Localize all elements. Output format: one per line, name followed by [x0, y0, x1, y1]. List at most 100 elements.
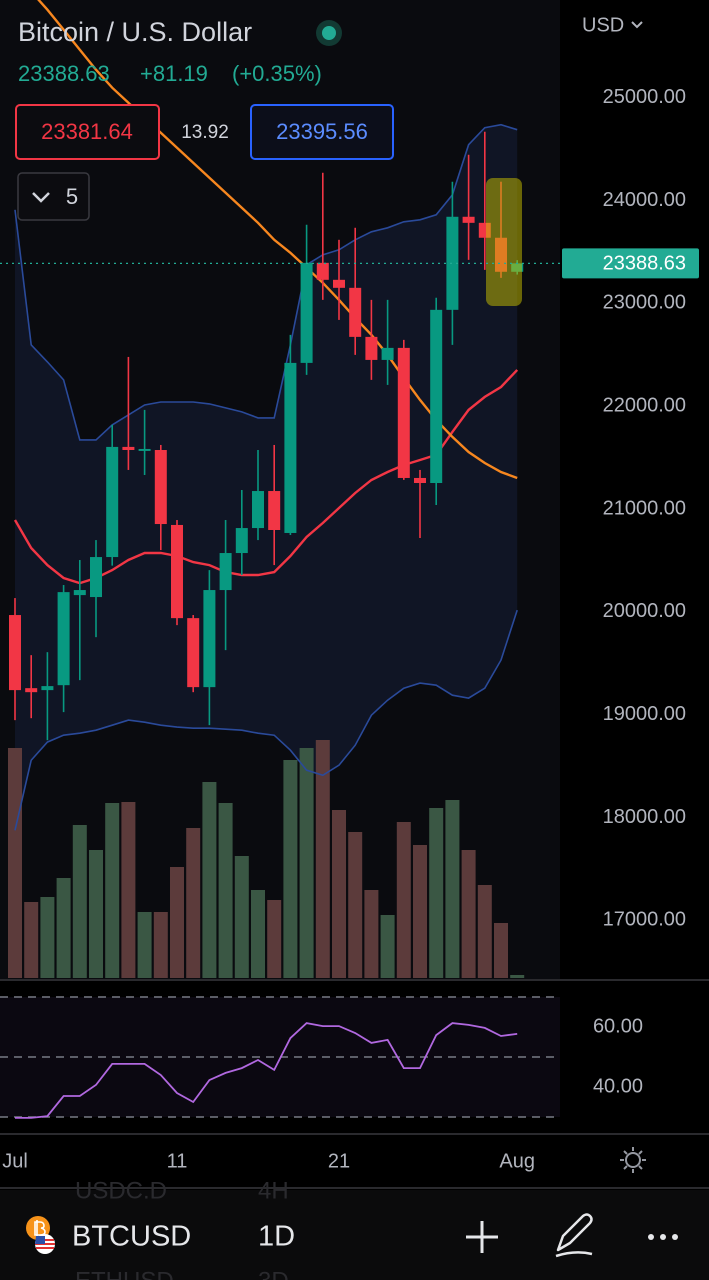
candle-body	[171, 524, 183, 619]
candle-body	[187, 618, 200, 688]
volume-bar	[348, 832, 363, 978]
band-fill	[15, 124, 518, 831]
candle-body	[446, 216, 459, 310]
volume-bar	[461, 850, 476, 978]
candle-body	[235, 528, 248, 554]
bid-price: 23381.64	[41, 119, 133, 144]
candle-body	[90, 557, 102, 598]
volume-bar	[267, 900, 282, 978]
y-tick-label: 17000.00	[603, 909, 686, 931]
candle-body	[333, 279, 345, 288]
band-line	[14, 609, 518, 831]
y-tick-label: 25000.00	[603, 86, 686, 108]
volume-bar	[413, 845, 427, 978]
volume-bar	[299, 748, 314, 978]
rsi-line	[15, 1022, 518, 1119]
candle-body	[203, 590, 216, 688]
volume-bar	[510, 975, 525, 978]
spread: 13.92	[181, 122, 229, 143]
candle-body	[381, 347, 394, 360]
x-tick-label: Aug	[499, 1150, 535, 1172]
highlight-annotation	[486, 178, 522, 306]
y-tick-label: 19000.00	[603, 703, 686, 725]
watchlist-interval: 3D	[258, 1267, 289, 1280]
status-dot	[322, 26, 336, 40]
candle-body	[41, 686, 54, 691]
volume-bar	[170, 867, 184, 978]
volume-bar	[72, 825, 87, 978]
legend-header: Bitcoin / U.S. Dollar 23388.63 +81.19 (+…	[15, 14, 643, 221]
volume-bar	[315, 740, 330, 978]
watchlist-interval: 4H	[258, 1177, 289, 1204]
y-tick-label: 21000.00	[603, 497, 686, 519]
volume-bar	[494, 923, 508, 978]
x-tick-label: 21	[328, 1150, 350, 1172]
volume-bar	[396, 822, 411, 978]
y-tick-label: 18000.00	[603, 806, 686, 828]
symbol-button[interactable]: BTCUSD	[72, 1221, 191, 1253]
x-tick-label: Jul	[2, 1150, 28, 1172]
candle-body	[300, 262, 313, 363]
candle-body	[430, 309, 443, 484]
toolbar-background	[0, 1190, 709, 1280]
volume-bar	[153, 912, 168, 978]
more-button[interactable]	[648, 1234, 678, 1240]
settings-icon[interactable]	[620, 1147, 646, 1173]
candle-body	[122, 446, 135, 450]
currency-selector[interactable]: USD	[582, 14, 624, 36]
axes: 23388.63 25000.00 24000.00 23000.00 22000.00…	[2, 86, 699, 1172]
volume-bar	[40, 897, 55, 978]
candle-body	[219, 553, 232, 591]
y-tick-label: 20000.00	[603, 600, 686, 622]
y-tick-label: 24000.00	[603, 189, 686, 211]
volume-bar	[105, 803, 120, 978]
indicator-count: 5	[66, 184, 78, 209]
interval-button[interactable]: 1D	[258, 1221, 295, 1253]
volume-bar	[477, 885, 492, 978]
volume-bar	[429, 808, 444, 978]
y-tick-label: 22000.00	[603, 394, 686, 416]
last-price: 23388.63	[18, 61, 110, 86]
rsi-tick-label: 40.00	[593, 1075, 643, 1097]
rsi-tick-label: 60.00	[593, 1015, 643, 1037]
bottom-toolbar: USDC.D 4H ETHUSD 3D BTCUSD 1D	[0, 1177, 709, 1280]
y-tick-label: 23000.00	[603, 292, 686, 314]
candle-body	[106, 446, 119, 558]
sell-button[interactable]	[15, 104, 160, 160]
candle-body	[414, 477, 426, 484]
volume-bar	[364, 890, 379, 978]
candle-body	[154, 449, 167, 525]
candle-body	[397, 347, 410, 478]
candle-body	[365, 336, 378, 360]
price-plot	[0, 0, 560, 978]
watchlist-symbol: ETHUSD	[75, 1267, 174, 1280]
indicators-toggle[interactable]	[17, 172, 90, 221]
candle-body	[57, 592, 70, 686]
price-change: +81.19	[140, 61, 208, 86]
candle-body	[73, 590, 86, 596]
candle-body	[284, 362, 297, 533]
candle-body	[268, 491, 281, 531]
add-button[interactable]	[466, 1221, 498, 1253]
volume-bar	[24, 902, 39, 978]
usd-flag-canton	[35, 1236, 45, 1244]
volume-bar	[234, 856, 249, 978]
watchlist-symbol: USDC.D	[75, 1177, 167, 1204]
last-price-badge	[562, 248, 699, 279]
volume-bar	[8, 748, 22, 978]
candle-body	[462, 216, 475, 223]
drawing-tools-button[interactable]	[555, 1213, 593, 1258]
band-line	[14, 123, 518, 441]
candle-body	[138, 448, 151, 451]
volume-bar	[218, 803, 233, 978]
volume-bar	[137, 912, 152, 978]
chevron-icon	[631, 21, 643, 29]
candle-body	[252, 491, 264, 529]
chevron-icon	[32, 192, 50, 203]
volume-bar	[283, 760, 298, 978]
volume-bar	[251, 890, 265, 978]
buy-button[interactable]	[250, 104, 394, 160]
candle-body	[316, 262, 329, 280]
